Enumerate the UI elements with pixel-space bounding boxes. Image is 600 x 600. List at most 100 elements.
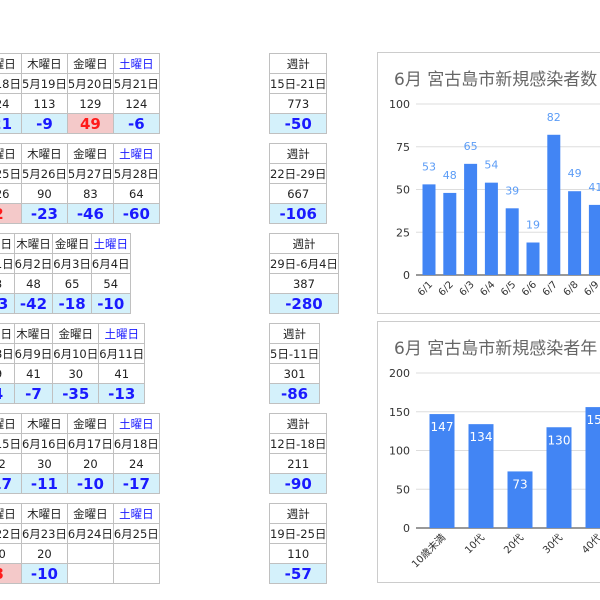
cell[interactable]: 週計 [268, 323, 321, 344]
cell[interactable]: -11 [20, 473, 68, 494]
cell[interactable]: 5月27日 [66, 163, 114, 184]
cell[interactable]: 6月17日 [66, 433, 114, 454]
cell[interactable]: 124 [0, 93, 22, 114]
cell[interactable]: 90 [20, 183, 68, 204]
cell[interactable]: 水曜日 [0, 323, 15, 344]
daily-cases-chart[interactable]: 6月 宮古島市新規感染者数 0 25 50 75 100 53 6/1 48 6/2 65 6/3 5… [377, 52, 600, 314]
cell[interactable]: 64 [112, 183, 160, 204]
cell[interactable]: 週計 [268, 53, 328, 74]
cell[interactable]: -10 [20, 563, 68, 584]
cell[interactable]: 19日-25日 [268, 523, 328, 544]
cell[interactable]: 40 [0, 543, 22, 564]
cell[interactable]: -7 [13, 383, 54, 404]
cell[interactable]: 126 [0, 183, 22, 204]
cell[interactable]: 水曜日 [0, 143, 22, 164]
cell[interactable]: -60 [112, 203, 160, 224]
cell[interactable]: 5月28日 [112, 163, 160, 184]
cell[interactable]: 54 [90, 273, 131, 294]
cell[interactable]: 週計 [269, 233, 339, 254]
cell[interactable]: 5月25日 [0, 163, 22, 184]
cell[interactable]: 773 [268, 93, 328, 114]
cell[interactable]: 53 [0, 273, 15, 294]
cell[interactable]: 木曜日 [13, 233, 54, 254]
cell[interactable]: 土曜日 [98, 323, 146, 344]
cell[interactable]: 6月18日 [112, 433, 160, 454]
cell[interactable]: 水曜日 [0, 503, 22, 524]
cell[interactable]: 110 [268, 543, 328, 564]
cell[interactable]: 6月1日 [0, 253, 15, 274]
cell[interactable]: 6月2日 [13, 253, 54, 274]
cell[interactable]: 6月24日 [66, 523, 114, 544]
cell[interactable]: -21 [0, 113, 22, 134]
cell[interactable]: 金曜日 [52, 323, 100, 344]
cell[interactable]: -57 [268, 563, 328, 584]
cell[interactable]: 木曜日 [20, 53, 68, 74]
cell[interactable]: 6月4日 [90, 253, 131, 274]
cell[interactable]: 土曜日 [112, 53, 160, 74]
cell[interactable]: 水曜日 [0, 53, 22, 74]
cell[interactable]: 水曜日 [0, 413, 22, 434]
cell[interactable]: -90 [268, 473, 328, 494]
cell[interactable]: -42 [13, 293, 54, 314]
cell[interactable]: 49 [66, 113, 114, 134]
cell[interactable]: 5日-11日 [268, 343, 321, 364]
cell[interactable]: 65 [52, 273, 92, 294]
cell[interactable]: 15日-21日 [268, 73, 328, 94]
cell[interactable]: 124 [112, 93, 160, 114]
cell[interactable]: -13 [98, 383, 146, 404]
cell[interactable]: -17 [0, 473, 22, 494]
cell[interactable]: 6月22日 [0, 523, 22, 544]
cell[interactable]: 6月10日 [52, 343, 100, 364]
cell[interactable]: 土曜日 [112, 503, 160, 524]
cell[interactable]: 6月11日 [98, 343, 146, 364]
cell[interactable]: 6月3日 [52, 253, 92, 274]
cell[interactable]: 6月15日 [0, 433, 22, 454]
cell[interactable] [112, 543, 160, 564]
cell[interactable]: -46 [66, 203, 114, 224]
cell[interactable]: 5月19日 [20, 73, 68, 94]
cell[interactable]: -6 [112, 113, 160, 134]
cell[interactable]: 6月25日 [112, 523, 160, 544]
cell[interactable]: -10 [66, 473, 114, 494]
cell[interactable]: 6月8日 [0, 343, 15, 364]
cell[interactable]: -280 [269, 293, 339, 314]
cell[interactable]: 211 [268, 453, 328, 474]
cell[interactable] [66, 543, 114, 564]
cell[interactable]: 金曜日 [66, 503, 114, 524]
cell[interactable]: -50 [268, 113, 328, 134]
cell[interactable]: 6月23日 [20, 523, 68, 544]
cell[interactable]: -86 [268, 383, 321, 404]
cell[interactable]: -4 [0, 383, 15, 404]
cell[interactable] [112, 563, 160, 584]
cell[interactable]: -73 [0, 293, 15, 314]
cell[interactable]: -23 [20, 203, 68, 224]
cell[interactable]: -17 [112, 473, 160, 494]
cell[interactable]: 667 [268, 183, 328, 204]
cell[interactable]: 週計 [268, 143, 328, 164]
cell[interactable]: -10 [90, 293, 131, 314]
cell[interactable]: 木曜日 [13, 323, 54, 344]
cell[interactable]: 金曜日 [66, 53, 114, 74]
cell[interactable]: 387 [269, 273, 339, 294]
cell[interactable]: 113 [20, 93, 68, 114]
cell[interactable]: 週計 [268, 413, 328, 434]
cell[interactable]: 5月20日 [66, 73, 114, 94]
cell[interactable]: 129 [66, 93, 114, 114]
cell[interactable]: 32 [0, 453, 22, 474]
cell[interactable]: 木曜日 [20, 503, 68, 524]
cell[interactable]: 30 [52, 363, 100, 384]
cell[interactable]: 金曜日 [66, 413, 114, 434]
age-cases-chart[interactable]: 6月 宮古島市新規感染者年 0 50 100 150 200 147 10歳未満 134 10代… [377, 321, 600, 583]
cell[interactable]: 41 [13, 363, 54, 384]
cell[interactable]: 水曜日 [0, 233, 15, 254]
cell[interactable]: 土曜日 [112, 413, 160, 434]
cell[interactable]: 週計 [268, 503, 328, 524]
cell[interactable]: 6月16日 [20, 433, 68, 454]
cell[interactable] [66, 563, 114, 584]
cell[interactable]: 83 [66, 183, 114, 204]
cell[interactable]: 20 [20, 543, 68, 564]
cell[interactable]: 土曜日 [90, 233, 131, 254]
cell[interactable]: 木曜日 [20, 143, 68, 164]
cell[interactable]: 12日-18日 [268, 433, 328, 454]
cell[interactable]: 土曜日 [112, 143, 160, 164]
